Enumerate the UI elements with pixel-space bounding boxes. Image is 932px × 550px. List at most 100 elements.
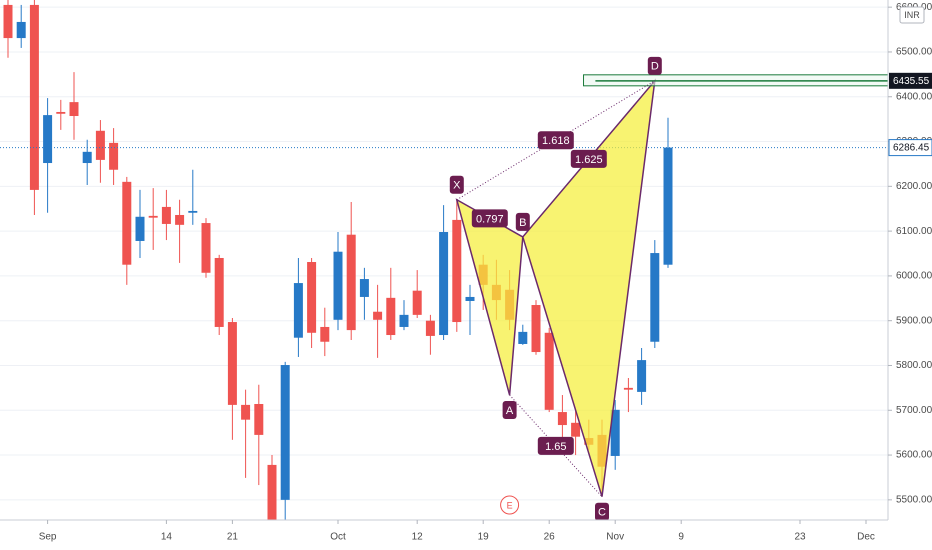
candle-body [623,387,633,390]
point-box [449,175,464,194]
point-label: D [651,61,659,73]
candle-body [188,210,198,213]
candle-body [280,365,290,500]
candle-body [386,297,396,336]
currency[interactable]: INR [904,10,920,20]
candle-body [544,332,554,410]
plot-area: 0.797 1.618 1.625 1.65 X A B C D E [0,0,888,520]
point-label: C [598,507,606,519]
y-tick-label: 6000.00 [896,271,932,282]
y-tick-label: 6100.00 [896,226,932,237]
candle-body [293,283,303,338]
candle-body [56,111,66,114]
ratio-box [537,131,574,150]
ratio-box [471,209,508,228]
ratio-label: 1.65 [545,441,566,453]
x-tick-label: Nov [606,532,624,543]
candle-body [69,102,79,117]
candle-body [43,115,53,164]
candle-body [412,290,422,315]
point-box [647,56,662,75]
x-tick-label: 14 [161,532,173,543]
ratio-label: 0.797 [476,213,504,225]
ratio-label: 1.618 [542,135,570,147]
grid [0,6,888,501]
candle-body [254,403,264,435]
ratio-line [456,199,524,238]
candle-body [399,314,409,327]
x-tick-label: Oct [330,532,346,543]
y-tick-label: 5700.00 [896,405,932,416]
ratio-box [537,436,574,455]
point-box [502,401,517,420]
candle-body [82,151,92,164]
candle-body [267,464,277,520]
candle-body [346,234,356,331]
target-price-label: 6435.55 [893,76,930,87]
candle-body [531,305,541,353]
point-label: A [506,405,514,417]
x-tick-label: Dec [857,532,875,543]
point-label: X [453,180,461,192]
candle-body [518,331,528,344]
currency-box[interactable] [899,6,925,24]
last-price-tag [888,139,932,157]
candle-body [359,279,369,297]
candle-body [122,181,132,265]
y-tick-label: 5800.00 [896,360,932,371]
ratio-box [570,149,607,168]
candle-body [201,223,211,273]
candle-body [109,142,119,170]
candle-body [214,257,224,327]
x-tick-label: 23 [794,532,806,543]
candle-body [373,311,383,320]
ratio-label: 1.625 [575,154,603,166]
candle-body [175,214,185,225]
candle-body [650,253,660,342]
candle-body [241,404,251,420]
candle-body [161,206,171,224]
x-tick-label: 26 [544,532,556,543]
candle-body [29,4,39,190]
y-tick-label: 5900.00 [896,315,932,326]
candle-body [3,4,13,39]
axes: 5500.00 5600.00 5700.00 5800.00 5900.00 6000.… [39,2,932,543]
candle-body [16,21,26,39]
x-tick-label: Sep [39,532,57,543]
point-box [515,212,530,231]
y-tick-label: 6200.00 [896,181,932,192]
candle-body [610,409,620,456]
candle-body [465,296,475,301]
point-box [595,502,609,520]
last-price-label: 6286.45 [893,143,930,154]
candle-body [148,215,158,218]
candle-body [333,251,343,320]
x-tick-label: 19 [478,532,490,543]
y-tick-label: 5600.00 [896,450,932,461]
ratio-line [456,80,656,201]
x-tick-label: 12 [412,532,424,543]
candle-body [663,147,673,265]
candle-body [452,219,462,323]
candle-body [135,216,145,241]
y-tick-label: 5500.00 [896,494,932,505]
event-label: E [507,500,513,510]
x-tick-label: 21 [227,532,239,543]
candle-body [95,130,105,160]
y-tick-label: 6400.00 [896,91,932,102]
event-marker [500,495,520,515]
candle-body [571,422,581,437]
target-price-tag [889,72,932,89]
x-tick-label: 9 [678,532,684,543]
candle-body [439,232,449,336]
candle-body [227,322,237,405]
candle-body [425,320,435,336]
candle-body [557,412,567,426]
point-label: B [519,217,526,229]
ratio-line [509,394,603,498]
candle-body [307,262,317,333]
y-tick-label: 6500.00 [896,47,932,58]
